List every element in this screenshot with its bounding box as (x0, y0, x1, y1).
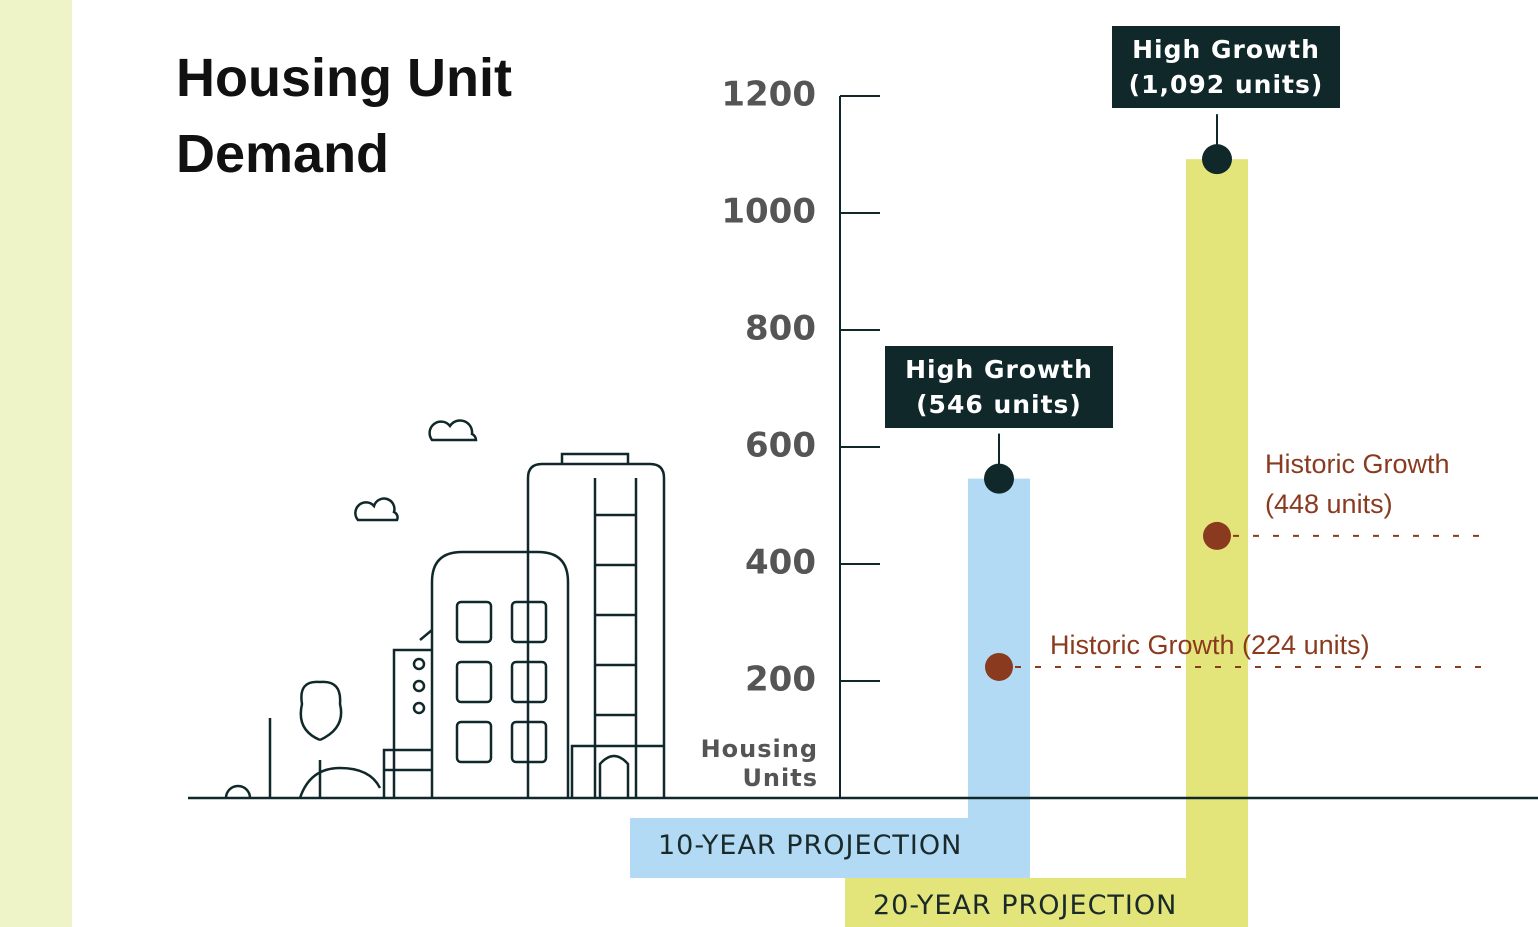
y-axis-label: Housing Units (700, 735, 818, 792)
y-tick-label: 400 (745, 543, 816, 583)
side-stripe (0, 0, 72, 927)
y-tick-label: 800 (745, 309, 816, 349)
category-band (845, 878, 1248, 927)
value-label: High Growth (546 units) (885, 345, 1113, 428)
value-label: Historic Growth (448 units) (1265, 448, 1450, 519)
category-label: 10-YEAR PROJECTION (658, 830, 963, 861)
city-illustration (224, 419, 666, 799)
y-tick-label: 1000 (721, 192, 816, 232)
high-growth-dot (1202, 144, 1232, 175)
category-label: 20-YEAR PROJECTION (873, 890, 1178, 921)
historic-growth-dot (1203, 521, 1231, 550)
historic-growth-dot (985, 652, 1013, 681)
y-tick-label: 200 (745, 660, 816, 700)
chart-title: Housing Unit Demand (176, 48, 512, 184)
y-tick-label: 600 (745, 426, 816, 466)
high-growth-dot (984, 463, 1014, 494)
category-band (630, 818, 1030, 878)
y-tick-label: 1200 (721, 75, 816, 115)
value-label: Historic Growth (224 units) (1050, 629, 1370, 660)
value-label: High Growth (1,092 units) (1112, 26, 1340, 109)
